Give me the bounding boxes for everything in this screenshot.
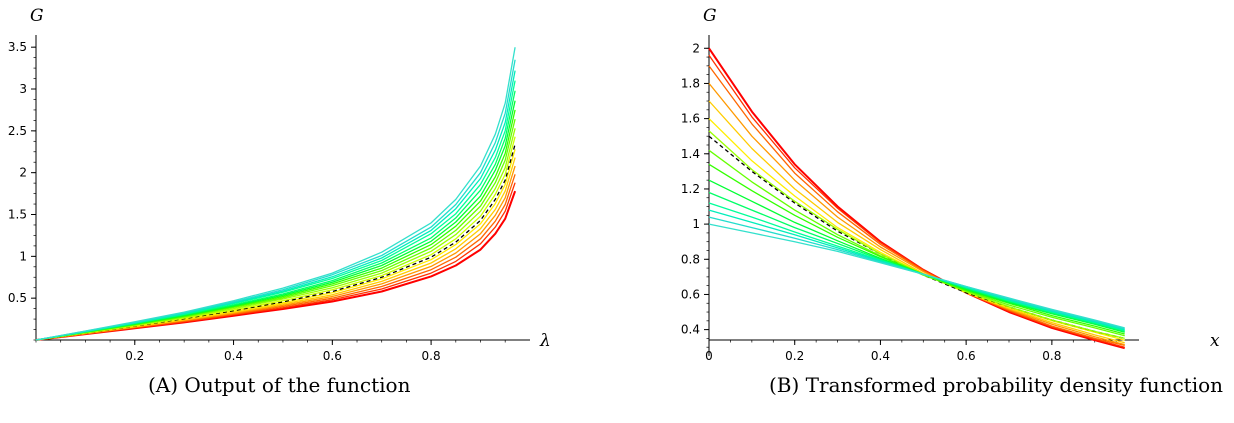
chart-b-y-label: G	[703, 6, 717, 26]
chart-b-y-tick-label: 1.8	[681, 76, 700, 90]
caption-a: (A) Output of the function	[148, 373, 410, 397]
chart-a-series-line	[35, 149, 516, 341]
chart-a-series-line	[35, 157, 516, 341]
chart-a-y-tick-label: 1	[19, 249, 27, 263]
chart-b-x-tick-label: 0.4	[871, 349, 890, 363]
chart-a-y-tick-label: 2.5	[8, 124, 27, 138]
chart-a-y-tick-label: 3.5	[8, 40, 27, 54]
chart-b-series-line	[708, 47, 1125, 350]
chart-b-series-line	[708, 149, 1125, 337]
chart-a-y-tick-label: 0.5	[8, 291, 27, 305]
chart-b-series-line	[708, 54, 1125, 348]
chart-b-y-tick-label: 0.4	[681, 323, 700, 337]
chart-b-x-tick-label: 0	[705, 349, 713, 363]
chart-b-x-tick-label: 0.6	[957, 349, 976, 363]
caption-a-tag: (A)	[148, 373, 179, 397]
chart-b-y-tick-label: 2	[692, 41, 700, 55]
caption-a-text: Output of the function	[184, 373, 411, 397]
chart-b-y-tick-label: 0.6	[681, 287, 700, 301]
caption-b-tag: (B)	[769, 373, 800, 397]
chart-b-series-line	[708, 82, 1125, 346]
chart-b-series-line	[708, 223, 1125, 329]
chart-a-x-tick-label: 0.2	[125, 349, 144, 363]
chart-a-y-tick-label: 2	[19, 166, 27, 180]
chart-b-y-tick-label: 1.6	[681, 112, 700, 126]
chart-a-x-tick-label: 0.4	[224, 349, 243, 363]
chart-b-series-line	[708, 179, 1125, 333]
chart-b-y-tick-label: 1	[692, 217, 700, 231]
chart-a-x-label: λ	[539, 331, 551, 351]
caption-b-text: Transformed probability density function	[805, 373, 1224, 397]
chart-a-x-tick-label: 0.6	[323, 349, 342, 363]
chart-a-series-line	[35, 174, 516, 341]
chart-b-series-line	[708, 191, 1125, 333]
chart-b-series-line	[708, 65, 1125, 347]
chart-a-series-line	[35, 182, 516, 341]
chart-a-y-tick-label: 3	[19, 82, 27, 96]
chart-a-series-line	[35, 190, 517, 341]
chart-b-x-tick-label: 0.8	[1042, 349, 1061, 363]
chart-a-y-label: G	[30, 6, 44, 26]
chart-b-svg: 0 0.2 0.4 0.6 0.8 0.4 0.6 0.8 1 1.2 1.4 1.6 1.8 2 Gx	[681, 6, 1220, 363]
chart-b-y-tick-label: 1.2	[681, 182, 700, 196]
chart-a-series-line	[35, 47, 516, 341]
chart-b-y-tick-label: 1.4	[681, 147, 700, 161]
chart-a-y-tick-label: 1.5	[8, 208, 27, 222]
chart-a-svg: 0.2 0.4 0.6 0.8 0.5 1 1.5 2 2.5 3 3.5Gλ	[8, 6, 551, 363]
chart-a-x-tick-label: 0.8	[422, 349, 441, 363]
chart-b-x-tick-label: 0.2	[785, 349, 804, 363]
chart-b-series-line	[708, 130, 1125, 340]
chart-b-x-label: x	[1210, 331, 1220, 351]
caption-b: (B) Transformed probability density func…	[769, 373, 1223, 397]
chart-b-series-line	[708, 163, 1125, 335]
chart-b-series-line	[708, 100, 1125, 344]
chart-b-y-tick-label: 0.8	[681, 252, 700, 266]
chart-b-series-line	[708, 118, 1125, 341]
